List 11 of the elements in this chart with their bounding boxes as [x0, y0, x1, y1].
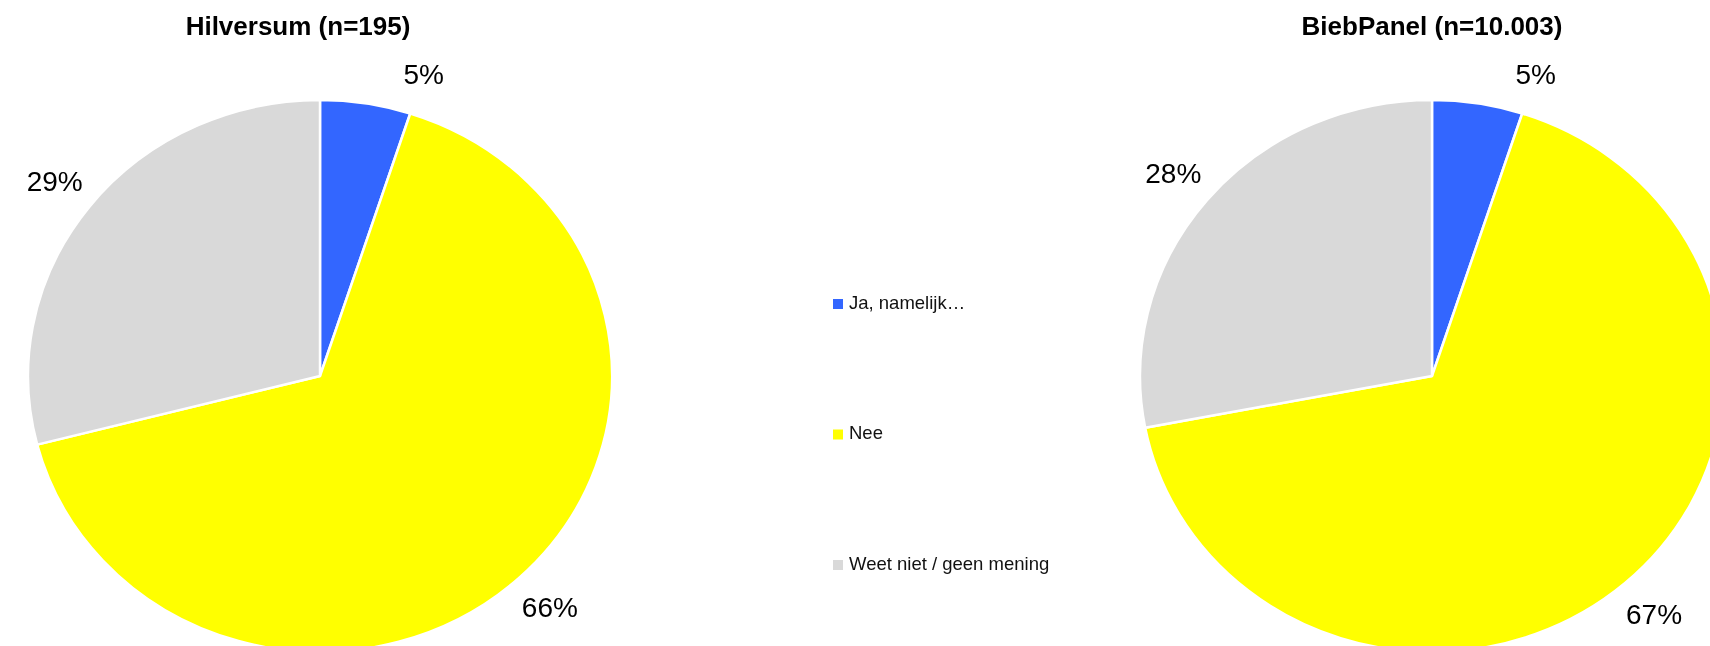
data-label: 67% — [1626, 598, 1683, 630]
legend-label: Ja, namelijk… — [849, 291, 966, 313]
legend-label: Nee — [849, 422, 883, 444]
legend-label: Weet niet / geen mening — [849, 552, 1050, 574]
data-label: 5% — [403, 58, 444, 90]
data-label: 29% — [26, 165, 83, 197]
slice-label: Hilversum (n=195) — [185, 11, 411, 41]
data-label: 66% — [521, 591, 578, 623]
slice-label: BiebPanel (n=10.003) — [1301, 11, 1563, 41]
data-label: 28% — [1145, 158, 1202, 190]
data-label: 5% — [1515, 58, 1556, 90]
